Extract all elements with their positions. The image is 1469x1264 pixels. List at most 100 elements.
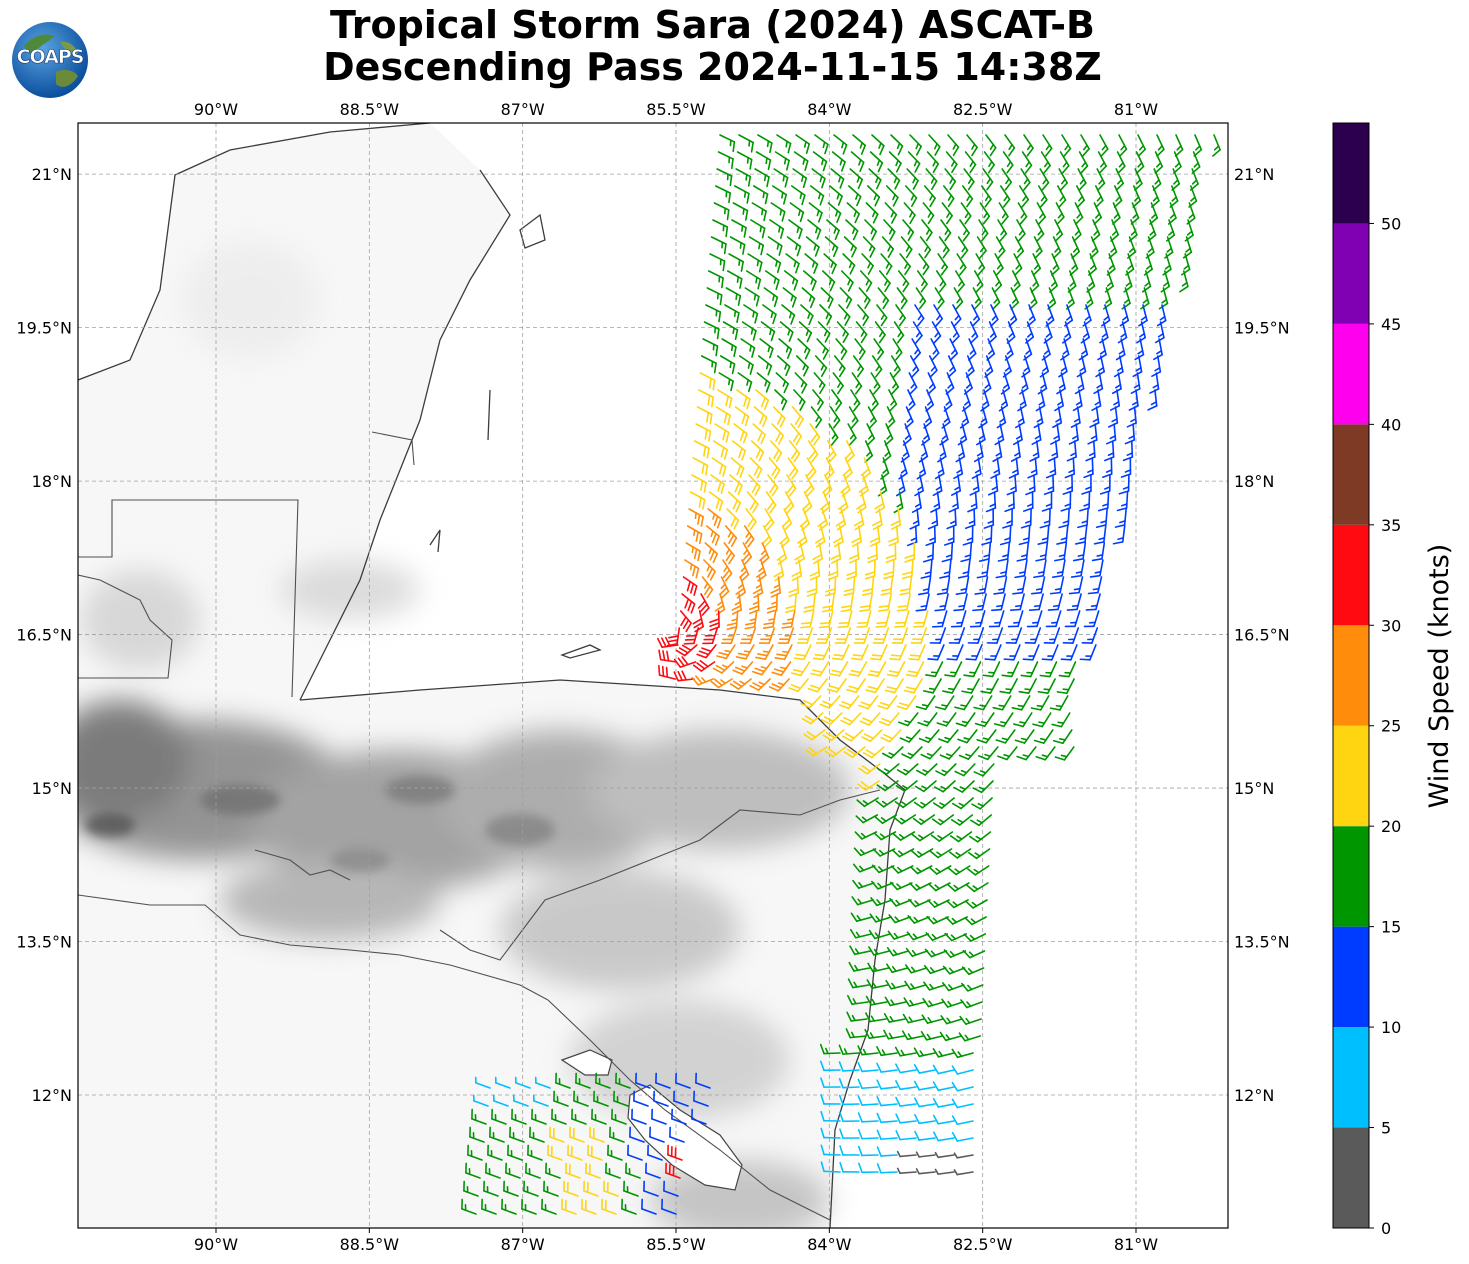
wind-barb <box>895 780 918 792</box>
wind-barb <box>755 389 770 410</box>
wind-barb <box>809 423 821 446</box>
wind-barb <box>712 661 735 674</box>
wind-barb <box>831 151 846 172</box>
wind-barb <box>995 559 1009 579</box>
wind-barb <box>998 389 1009 412</box>
wind-barb <box>750 219 766 239</box>
wind-barb <box>871 864 895 874</box>
wind-barb <box>503 1180 519 1197</box>
wind-barb <box>527 1144 543 1161</box>
wind-barb <box>573 1090 589 1107</box>
wind-barb <box>601 1198 617 1215</box>
wind-barb <box>871 355 883 378</box>
wind-barb <box>1055 202 1065 225</box>
wind-barb <box>813 372 826 395</box>
wind-barb <box>976 559 990 579</box>
wind-barb <box>815 627 833 644</box>
wind-barb <box>1097 491 1110 512</box>
wind-barb <box>988 610 1005 628</box>
wind-barb <box>830 542 842 564</box>
wind-barb <box>1008 457 1019 479</box>
lat-tick-label-right: 15°N <box>1234 779 1274 798</box>
wind-barb <box>877 474 888 497</box>
wind-barb <box>709 253 726 272</box>
wind-barb <box>964 151 977 174</box>
wind-barb <box>731 440 747 461</box>
wind-barb <box>916 270 928 293</box>
colorbar-segment <box>1333 1027 1369 1128</box>
wind-barb <box>1116 151 1126 174</box>
wind-barb <box>779 321 794 342</box>
wind-barb <box>732 661 754 675</box>
wind-barb <box>1093 525 1107 545</box>
wind-barb <box>993 712 1014 728</box>
wind-barb <box>903 997 926 1007</box>
wind-barb <box>1016 542 1030 562</box>
wind-barb <box>1030 270 1040 293</box>
wind-barb <box>869 151 884 173</box>
wind-barb <box>962 949 986 959</box>
wind-barb <box>735 644 755 660</box>
wind-barb <box>817 321 831 343</box>
wind-barb <box>693 440 710 459</box>
wind-barb <box>789 202 805 223</box>
wind-barb <box>1097 151 1107 174</box>
wind-barb <box>1064 457 1075 479</box>
wind-barb <box>903 678 923 694</box>
wind-barb <box>941 542 954 563</box>
wind-barb <box>692 610 704 633</box>
wind-barb <box>514 1076 531 1089</box>
wind-barb <box>760 321 776 342</box>
wind-barb <box>875 797 898 808</box>
lon-tick-label-top: 90°W <box>194 100 238 119</box>
wind-barb <box>736 151 753 170</box>
wind-barb <box>913 610 929 628</box>
wind-barb <box>977 746 999 761</box>
wind-barb <box>737 372 753 393</box>
wind-barb <box>1035 746 1056 761</box>
wind-barb <box>895 474 906 497</box>
wind-barb <box>722 559 733 582</box>
colorbar-segment <box>1333 424 1369 525</box>
wind-barb <box>691 1108 707 1125</box>
wind-barb <box>710 678 733 689</box>
wind-barb <box>899 253 911 276</box>
wind-barb <box>991 287 1001 310</box>
wind-barb <box>855 814 879 824</box>
wind-barb <box>935 763 957 777</box>
wind-barb <box>876 1096 898 1107</box>
wind-barb <box>700 355 717 374</box>
wind-barb <box>978 219 989 242</box>
wind-barb <box>754 168 770 188</box>
wind-barb <box>719 355 736 375</box>
wind-barb <box>696 406 713 425</box>
wind-barb <box>751 202 767 222</box>
wind-barb <box>790 423 803 446</box>
colorbar-ticks: 0 5 10 15 20 25 30 35 40 45 50 <box>1369 214 1401 1238</box>
wind-barb <box>775 372 789 394</box>
wind-barb <box>481 1198 497 1215</box>
wind-barb <box>651 1108 667 1125</box>
wind-barb <box>749 678 771 691</box>
wind-barb <box>877 763 900 776</box>
wind-barb <box>887 168 901 190</box>
wind-barb <box>1009 593 1025 612</box>
wind-barb <box>884 678 904 694</box>
wind-barb <box>1033 559 1047 579</box>
wind-barb <box>717 151 734 170</box>
wind-barb <box>790 185 806 206</box>
wind-barb <box>850 151 865 173</box>
lon-tick-label-bottom: 90°W <box>194 1235 238 1254</box>
wind-barb <box>992 695 1012 711</box>
wind-barb <box>890 134 904 156</box>
wind-barb <box>1077 508 1089 529</box>
wind-barb <box>884 996 907 1007</box>
wind-barb <box>703 321 720 340</box>
wind-barb <box>849 945 872 956</box>
wind-barb <box>1051 559 1066 578</box>
lat-tick-label-right: 16.5°N <box>1234 626 1290 645</box>
wind-barb <box>1001 661 1020 678</box>
wind-barb <box>856 491 867 514</box>
wind-barb <box>949 831 973 843</box>
lat-tick-label-left: 19.5°N <box>16 319 72 338</box>
